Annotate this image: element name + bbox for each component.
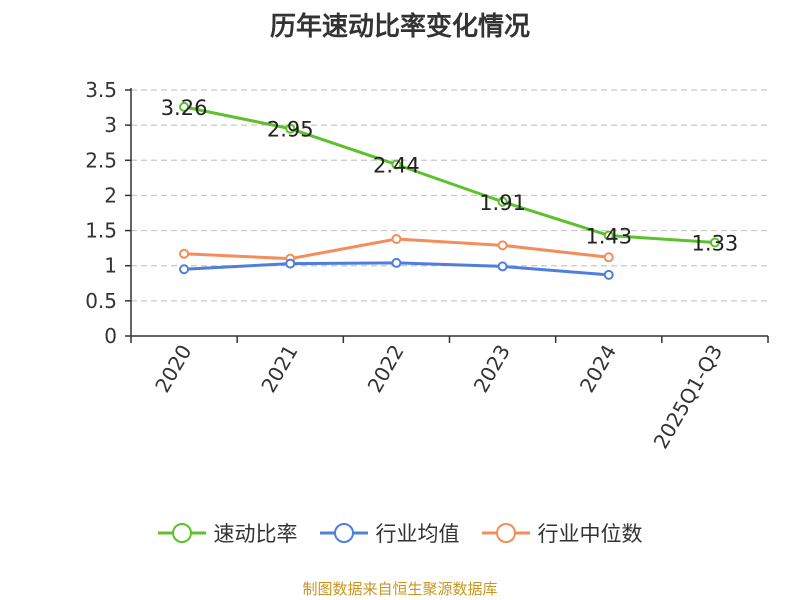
legend-item-quick-ratio[interactable]: 速动比率 [157,518,298,548]
data-point[interactable] [603,252,614,263]
y-tick-label: 2.5 [85,148,117,172]
data-point[interactable] [391,159,402,170]
data-point[interactable] [497,240,508,251]
legend-label-industry-mean: 行业均值 [375,522,460,546]
x-tick-label: 2024 [575,341,621,397]
data-label: 2.95 [267,118,314,142]
data-label: 1.91 [479,191,526,215]
data-label: 1.43 [585,224,632,248]
data-source-note: 制图数据来自恒生聚源数据库 [302,580,498,598]
x-tick-label: 2023 [469,341,515,397]
data-label: 3.26 [161,96,208,120]
y-tick-label: 0 [104,324,117,348]
y-tick-label: 3.5 [85,78,117,102]
legend-label-quick-ratio: 速动比率 [213,522,298,546]
data-point[interactable] [285,258,296,269]
legend-swatch-industry-mean [319,523,368,543]
data-point[interactable] [391,257,402,268]
data-label: 1.33 [692,232,739,256]
data-point[interactable] [285,123,296,134]
data-point[interactable] [709,237,720,248]
y-tick-label: 1.5 [85,219,117,243]
x-tick-label: 2020 [150,341,196,397]
y-tick-label: 3 [104,113,117,137]
data-point[interactable] [179,264,190,275]
data-point[interactable] [179,248,190,259]
chart-title: 历年速动比率变化情况 [269,12,530,42]
y-tick-label: 0.5 [85,289,117,313]
series-line-0 [183,105,716,245]
legend-item-industry-mean[interactable]: 行业均值 [319,518,460,548]
y-tick-label: 1 [104,254,117,278]
data-point[interactable] [603,269,614,280]
data-label: 2.44 [373,154,420,178]
x-tick-label: 2022 [363,341,409,397]
x-tick-label: 2025Q1-Q3 [649,341,728,453]
data-point[interactable] [497,261,508,272]
data-point[interactable] [179,101,190,112]
legend-item-industry-median[interactable]: 行业中位数 [481,518,643,548]
y-tick-label: 2 [104,183,117,207]
chart-legend: 速动比率 行业均值 行业中位数 [0,518,800,548]
legend-label-industry-median: 行业中位数 [537,522,643,546]
data-point[interactable] [391,234,402,245]
x-tick-label: 2021 [256,341,302,397]
legend-swatch-industry-median [481,523,530,543]
legend-swatch-quick-ratio [157,523,206,543]
data-point[interactable] [497,196,508,207]
data-point[interactable] [603,230,614,241]
